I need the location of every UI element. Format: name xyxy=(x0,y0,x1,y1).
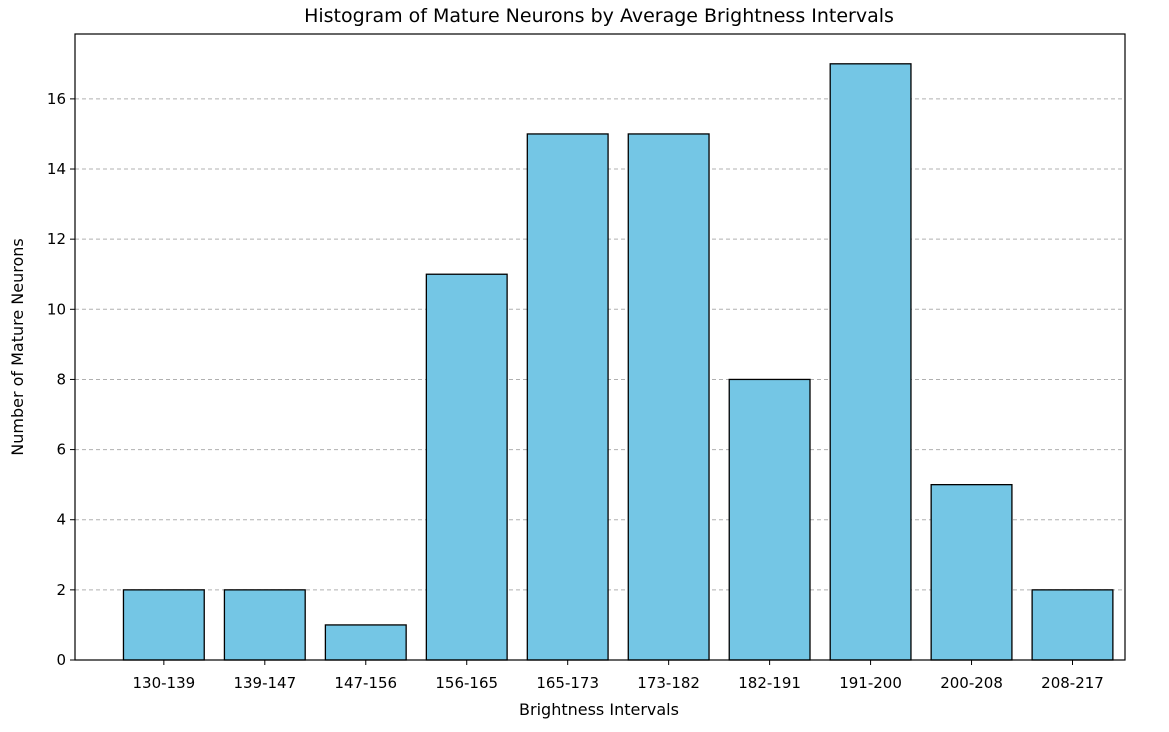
bar-191-200 xyxy=(829,63,912,661)
x-tick-label: 173-182 xyxy=(637,674,700,692)
x-tick-label: 200-208 xyxy=(940,674,1003,692)
x-tick-label: 191-200 xyxy=(839,674,902,692)
bar-156-165 xyxy=(425,273,508,661)
bar-165-173 xyxy=(526,133,609,661)
x-tick-label: 139-147 xyxy=(233,674,296,692)
plot-frame xyxy=(74,33,1126,661)
y-tick-label: 6 xyxy=(56,441,66,459)
x-axis-label: Brightness Intervals xyxy=(519,700,679,719)
y-tick-label: 0 xyxy=(56,651,66,669)
bar-200-208 xyxy=(930,483,1013,661)
bar-130-139 xyxy=(122,589,205,661)
y-tick-label: 10 xyxy=(47,300,66,318)
x-tick-label: 156-165 xyxy=(435,674,498,692)
x-tick-label: 208-217 xyxy=(1041,674,1104,692)
bar-173-182 xyxy=(627,133,710,661)
y-tick-label: 14 xyxy=(47,160,66,178)
x-tick-label: 165-173 xyxy=(536,674,599,692)
bar-139-147 xyxy=(223,589,306,661)
y-tick-label: 8 xyxy=(56,370,66,388)
y-tick-label: 12 xyxy=(47,230,66,248)
y-tick-label: 4 xyxy=(56,511,66,529)
y-axis-label: Number of Mature Neurons xyxy=(8,238,27,456)
x-tick-label: 147-156 xyxy=(334,674,397,692)
bars xyxy=(122,63,1114,661)
y-tick-label: 2 xyxy=(56,581,66,599)
y-axis-ticks: 0 2 4 6 8 10 12 14 16 xyxy=(47,90,75,669)
chart-title: Histogram of Mature Neurons by Average B… xyxy=(304,5,894,27)
x-tick-label: 130-139 xyxy=(133,674,196,692)
bar-208-217 xyxy=(1031,589,1114,661)
bar-182-191 xyxy=(728,378,811,661)
x-axis-ticks: 130-139 139-147 147-156 156-165 165-173 173-1… xyxy=(133,660,1104,692)
axes xyxy=(74,33,1126,661)
x-tick-label: 182-191 xyxy=(738,674,801,692)
y-tick-label: 16 xyxy=(47,90,66,108)
bar-147-156 xyxy=(324,624,407,661)
